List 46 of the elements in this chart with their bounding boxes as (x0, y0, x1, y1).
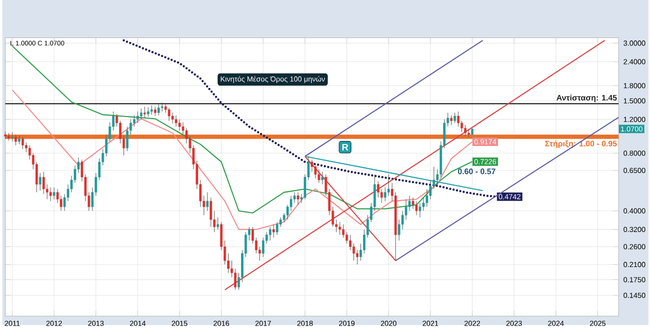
candlestick (296, 192, 300, 205)
candlestick (171, 112, 174, 124)
candlestick (321, 171, 324, 184)
candlestick (22, 136, 24, 150)
candlestick (174, 114, 178, 127)
candlestick (314, 164, 317, 179)
candlestick (384, 187, 386, 202)
candlestick (262, 237, 264, 258)
candlestick (136, 111, 139, 124)
candlestick (216, 216, 220, 230)
candlestick (349, 234, 352, 250)
candlestick (206, 192, 209, 211)
candlestick (49, 187, 52, 202)
candlestick (234, 268, 236, 290)
candlestick (318, 168, 320, 183)
candlestick (454, 112, 456, 124)
candlestick (11, 132, 14, 142)
candlestick (276, 222, 278, 235)
annotation: R (342, 144, 348, 150)
candlestick (140, 108, 142, 120)
candlestick (144, 106, 146, 118)
candlestick (352, 243, 355, 261)
candlestick (14, 134, 17, 146)
candlestick (464, 124, 466, 136)
candlestick (133, 114, 136, 127)
candlestick (346, 232, 348, 244)
candlestick (157, 104, 160, 116)
candlestick (356, 250, 358, 265)
candlestick (338, 222, 342, 235)
candlestick (42, 171, 45, 194)
candlestick (38, 172, 42, 191)
candlestick (415, 200, 418, 216)
candlestick (376, 180, 380, 198)
candlestick (150, 104, 153, 115)
candlestick (178, 118, 181, 131)
candlestick (342, 224, 344, 238)
candlestick (154, 106, 156, 116)
candlestick (25, 142, 28, 152)
candlestick (52, 187, 56, 200)
candlestick (457, 111, 460, 127)
candlestick (146, 106, 150, 117)
candlestick (272, 224, 275, 238)
candlestick (268, 226, 272, 241)
candlestick (168, 107, 170, 121)
candlestick (126, 126, 128, 152)
candlestick (450, 114, 453, 126)
